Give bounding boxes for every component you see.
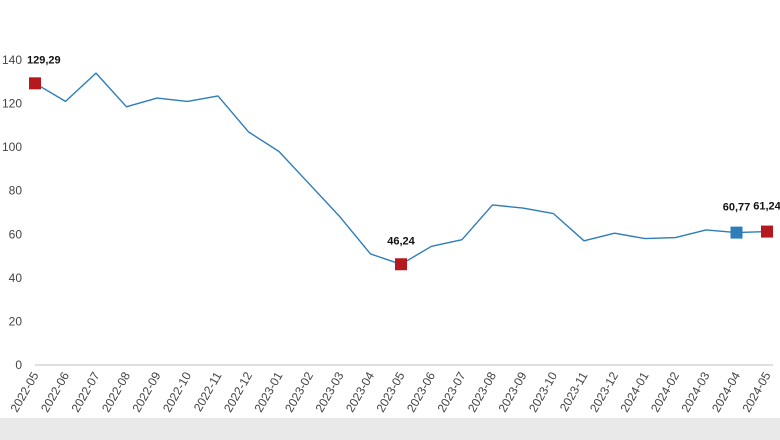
y-tick-label: 0 [15,358,22,372]
markers-group [29,77,773,271]
x-tick-label: 2023-07 [434,369,468,414]
y-tick-label: 100 [2,140,22,154]
x-tick-label: 2023-05 [373,369,407,414]
data-point-marker [395,258,407,271]
data-point-marker [730,226,743,239]
y-tick-label: 40 [9,271,23,285]
data-point-marker [29,77,41,90]
y-tick-label: 140 [2,53,22,67]
data-point-marker [761,225,773,238]
x-tick-label: 2024-01 [617,369,651,414]
x-tick-label: 2022-08 [99,369,133,414]
x-tick-label: 2022-07 [68,369,102,414]
y-tick-label: 120 [2,97,22,111]
x-tick-label: 2023-04 [343,369,377,414]
x-tick-label: 2023-09 [495,369,529,414]
x-tick-label: 2024-02 [648,369,682,414]
data-labels-group: 129,29 46,24 60,77 61,24 [27,54,780,247]
x-tick-label: 2024-04 [709,369,743,414]
x-tick-label: 2022-05 [7,369,41,414]
x-tick-label: 2022-12 [221,369,255,414]
y-tick-label: 60 [9,227,23,241]
data-label: 129,29 [27,54,61,66]
x-tick-label: 2022-09 [129,369,163,414]
data-label: 60,77 [723,202,751,214]
x-tick-label: 2022-06 [38,369,72,414]
x-tick-label: 2024-05 [739,369,773,414]
x-tick-label: 2023-08 [465,369,499,414]
x-tick-label: 2024-03 [678,369,712,414]
data-label: 46,24 [387,235,415,247]
x-tick-label: 2022-10 [160,369,194,414]
x-tick-label: 2023-06 [404,369,438,414]
x-tick-label: 2023-12 [587,369,621,414]
x-axis: 2022-052022-062022-072022-082022-092022-… [7,364,774,415]
y-tick-label: 80 [9,184,23,198]
x-tick-label: 2023-01 [251,369,285,414]
data-label: 61,24 [753,201,780,213]
x-tick-label: 2023-02 [282,369,316,414]
y-axis: 0 20 40 60 80 100 120 140 [2,53,22,372]
y-tick-label: 20 [9,314,23,328]
x-tick-label: 2022-11 [191,369,225,414]
x-tick-label: 2023-10 [526,369,560,414]
x-tick-label: 2023-03 [312,369,346,414]
bottom-band [0,418,780,440]
x-tick-label: 2023-11 [557,369,591,414]
